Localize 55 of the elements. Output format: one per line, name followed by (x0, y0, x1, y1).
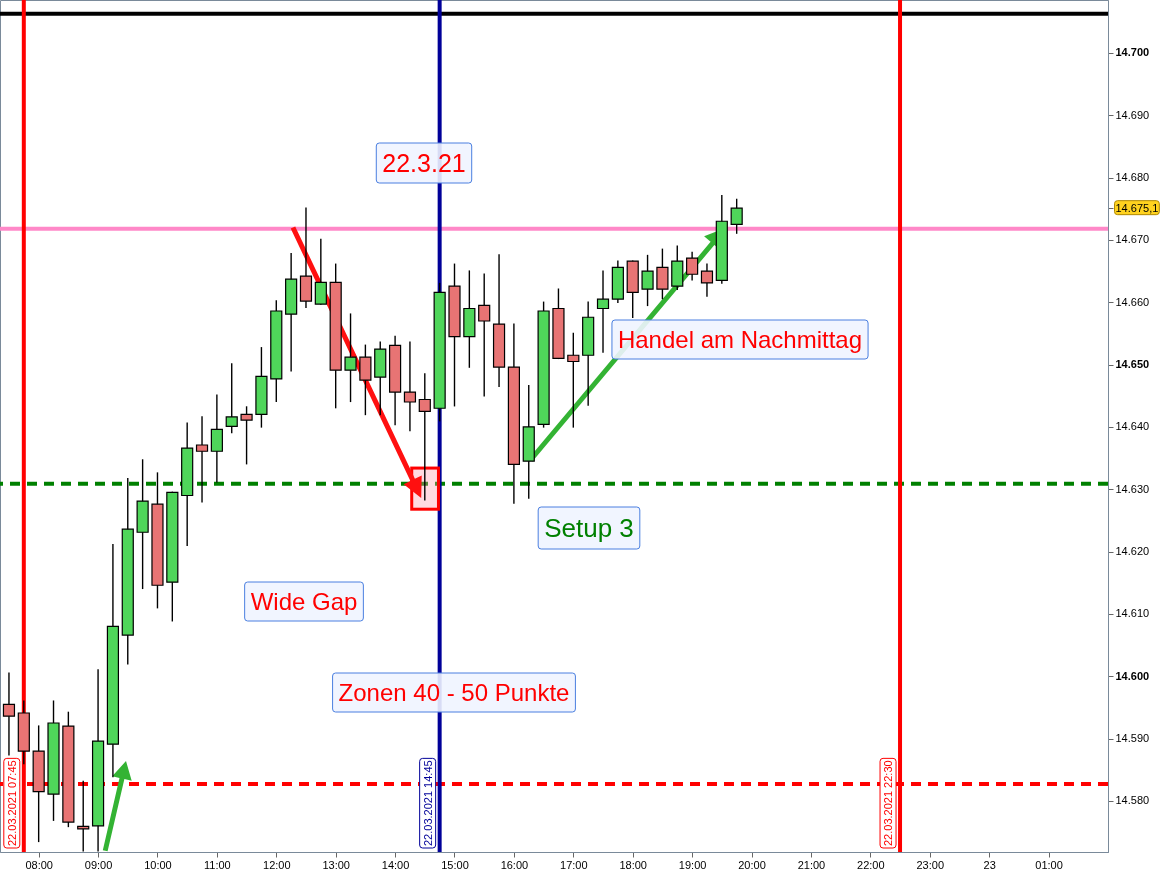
x-tick-label: 20:00 (738, 858, 766, 871)
y-tick-label: 14.590 (1115, 732, 1150, 745)
annotation: Wide Gap (250, 588, 358, 615)
x-tick-label: 17:00 (560, 858, 588, 871)
candlestick (418, 373, 431, 501)
x-tick-label: 10:00 (144, 858, 172, 871)
annotation: Zonen 40 - 50 Punkte (338, 679, 570, 706)
candlestick (656, 248, 669, 300)
x-tick-label: 18:00 (619, 858, 647, 871)
y-tick-label: 14.690 (1115, 108, 1150, 121)
candlestick (730, 198, 743, 234)
candlestick (344, 313, 357, 403)
y-tick-label: 14.670 (1115, 233, 1150, 246)
x-tick-label: 19:00 (678, 858, 707, 871)
candlestick (314, 238, 327, 305)
x-tick-label: 23 (983, 858, 996, 871)
candlestick (641, 254, 654, 307)
x-tick-label: 09:00 (84, 858, 113, 871)
y-tick-label: 14.700 (1115, 46, 1150, 59)
candlestick (225, 363, 238, 434)
y-tick-label: 14.610 (1115, 607, 1150, 620)
x-tick-label: 15:00 (441, 858, 469, 871)
candlestick (359, 344, 372, 416)
candlestick (2, 672, 16, 756)
candlestick (686, 251, 699, 281)
y-tick-label: 14.680 (1115, 171, 1150, 184)
candlestick (77, 780, 90, 852)
annotation: Handel am Nachmittag (617, 326, 863, 353)
annotation: 22.3.21 (382, 149, 466, 177)
y-tick-label: 14.650 (1115, 358, 1150, 371)
x-tick-label: 16:00 (500, 858, 529, 871)
candlestick (210, 394, 223, 483)
y-tick-label: 14.630 (1115, 482, 1150, 495)
x-tick-label: 23:00 (916, 858, 944, 871)
x-tick-label: 21:00 (797, 858, 826, 871)
y-tick-label: 14.660 (1115, 295, 1150, 308)
candlestick (478, 273, 491, 397)
annotation: Setup 3 (544, 513, 634, 543)
x-tick-label: 14:00 (381, 858, 410, 871)
x-tick-label: 01:00 (1035, 858, 1063, 871)
x-tick-label: 11:00 (204, 858, 231, 871)
x-tick-label: 22:00 (857, 858, 885, 871)
candlestick (403, 341, 417, 432)
y-tick-label: 14.600 (1115, 669, 1150, 682)
x-tick-label: 13:00 (322, 858, 350, 871)
y-tick-label: 14.580 (1115, 794, 1150, 807)
x-tick-label: 08:00 (25, 858, 53, 871)
candlestick (567, 332, 580, 428)
candlestick (700, 263, 714, 297)
y-tick-label: 14.640 (1115, 420, 1150, 433)
candlestick (596, 270, 610, 353)
candlestick (195, 416, 209, 503)
candlestick (240, 406, 253, 465)
y-tick-label: 14.620 (1115, 545, 1150, 558)
x-tick-label: 12:00 (263, 858, 291, 871)
